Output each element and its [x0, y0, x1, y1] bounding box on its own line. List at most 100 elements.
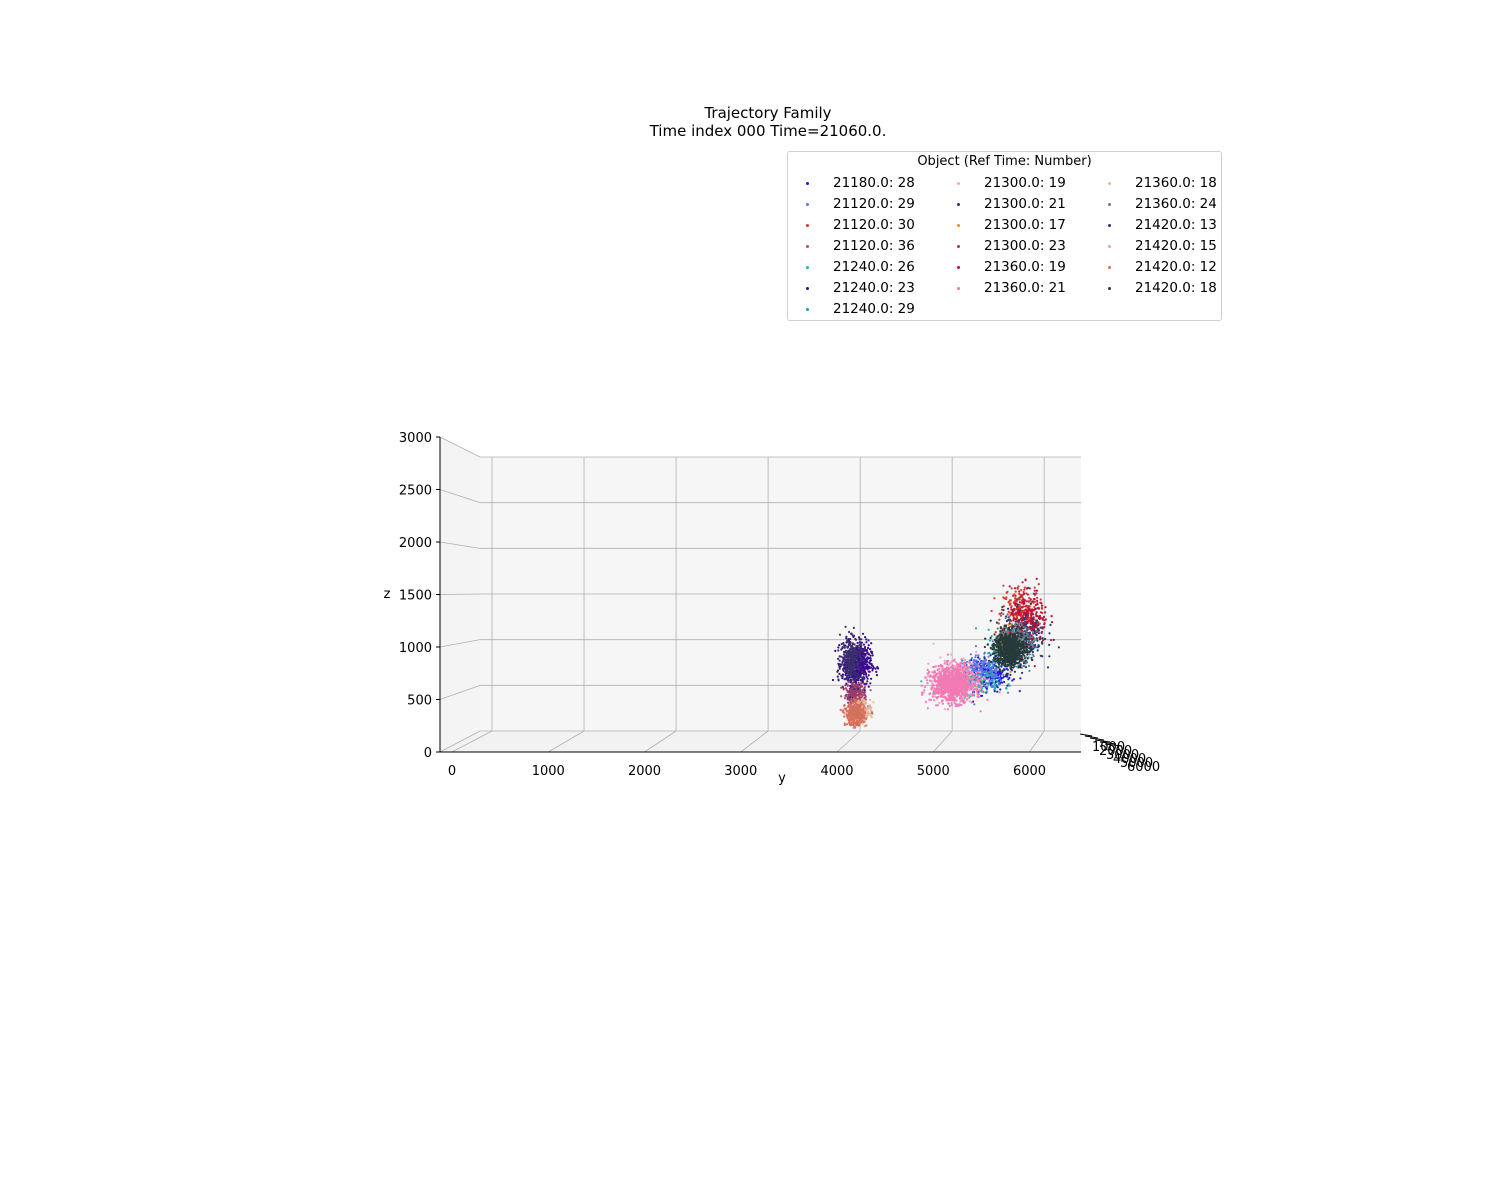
data-point [852, 626, 856, 630]
data-point [1025, 592, 1028, 595]
data-point [869, 698, 872, 702]
data-point [1032, 655, 1035, 658]
y-floor-grid-line [548, 730, 585, 753]
data-point [958, 671, 961, 674]
data-point [1010, 587, 1013, 590]
data-point [1031, 645, 1034, 649]
data-point [1039, 616, 1042, 619]
data-point [946, 675, 949, 678]
data-point [980, 676, 983, 679]
data-point [950, 702, 953, 705]
data-point [858, 638, 861, 641]
data-point [1007, 601, 1010, 604]
data-point [855, 690, 858, 693]
data-point [853, 688, 856, 691]
data-point [847, 681, 850, 684]
data-point [932, 642, 935, 645]
data-point [973, 703, 976, 706]
data-point [944, 680, 947, 683]
data-point [842, 669, 845, 672]
data-point [863, 702, 866, 705]
data-point [843, 715, 846, 718]
data-point [977, 664, 980, 667]
data-point [862, 698, 866, 702]
data-point [860, 663, 863, 666]
data-point [849, 632, 853, 635]
data-point [974, 645, 978, 648]
data-point [980, 694, 983, 698]
data-point [847, 650, 850, 653]
data-point [1022, 616, 1025, 619]
data-point [965, 688, 969, 691]
data-point [969, 666, 973, 669]
data-point [936, 704, 939, 707]
data-point [974, 627, 978, 630]
data-point [834, 649, 837, 653]
data-point [867, 710, 870, 713]
data-point [844, 665, 848, 668]
data-point [987, 628, 990, 631]
data-point [1029, 642, 1032, 645]
chart-title: Trajectory Family [703, 104, 831, 122]
y-floor-grid-line [740, 730, 769, 753]
data-point [926, 682, 929, 685]
data-point [960, 683, 963, 686]
data-point [923, 689, 926, 692]
data-point [1000, 672, 1003, 675]
data-point [958, 688, 961, 692]
data-point [998, 677, 1001, 680]
data-point [926, 668, 929, 672]
data-point [844, 671, 848, 674]
data-point [1023, 599, 1026, 602]
data-point [1021, 581, 1024, 584]
data-point [991, 679, 994, 682]
data-point [979, 671, 982, 674]
data-point [854, 702, 857, 705]
data-point [970, 656, 974, 660]
data-point [946, 690, 949, 694]
data-point [855, 724, 858, 727]
data-point [1004, 617, 1007, 620]
data-point [978, 683, 981, 686]
data-point [1006, 590, 1009, 593]
data-point [925, 679, 929, 682]
data-point [967, 681, 970, 684]
data-point [1008, 622, 1011, 625]
data-point [927, 662, 930, 665]
data-point [853, 679, 856, 682]
data-point [838, 633, 842, 636]
data-point [862, 652, 865, 656]
data-point [943, 684, 946, 687]
data-point [960, 658, 963, 661]
data-point [1007, 678, 1010, 681]
data-point [985, 690, 988, 693]
data-point [1043, 623, 1046, 626]
data-point [932, 692, 935, 696]
data-point [956, 693, 959, 696]
data-point [853, 657, 856, 660]
data-point [1023, 588, 1026, 591]
data-point [998, 679, 1001, 682]
data-point [1037, 621, 1040, 624]
data-point [1048, 643, 1051, 647]
data-point [980, 661, 983, 664]
data-point [945, 660, 949, 664]
data-point [1029, 598, 1032, 601]
data-point [1009, 599, 1012, 602]
data-point [920, 680, 923, 683]
data-point [855, 645, 858, 648]
data-point [963, 701, 967, 704]
data-point [924, 676, 927, 679]
data-point [996, 686, 999, 689]
data-point [1033, 665, 1036, 668]
data-point [843, 651, 846, 654]
data-point [1036, 649, 1039, 652]
data-point [854, 681, 858, 685]
data-point [854, 672, 857, 675]
data-point [953, 667, 956, 670]
data-point [948, 697, 951, 701]
data-point [852, 697, 855, 700]
data-point [1036, 603, 1039, 606]
data-point [861, 632, 865, 635]
data-point [863, 654, 866, 658]
